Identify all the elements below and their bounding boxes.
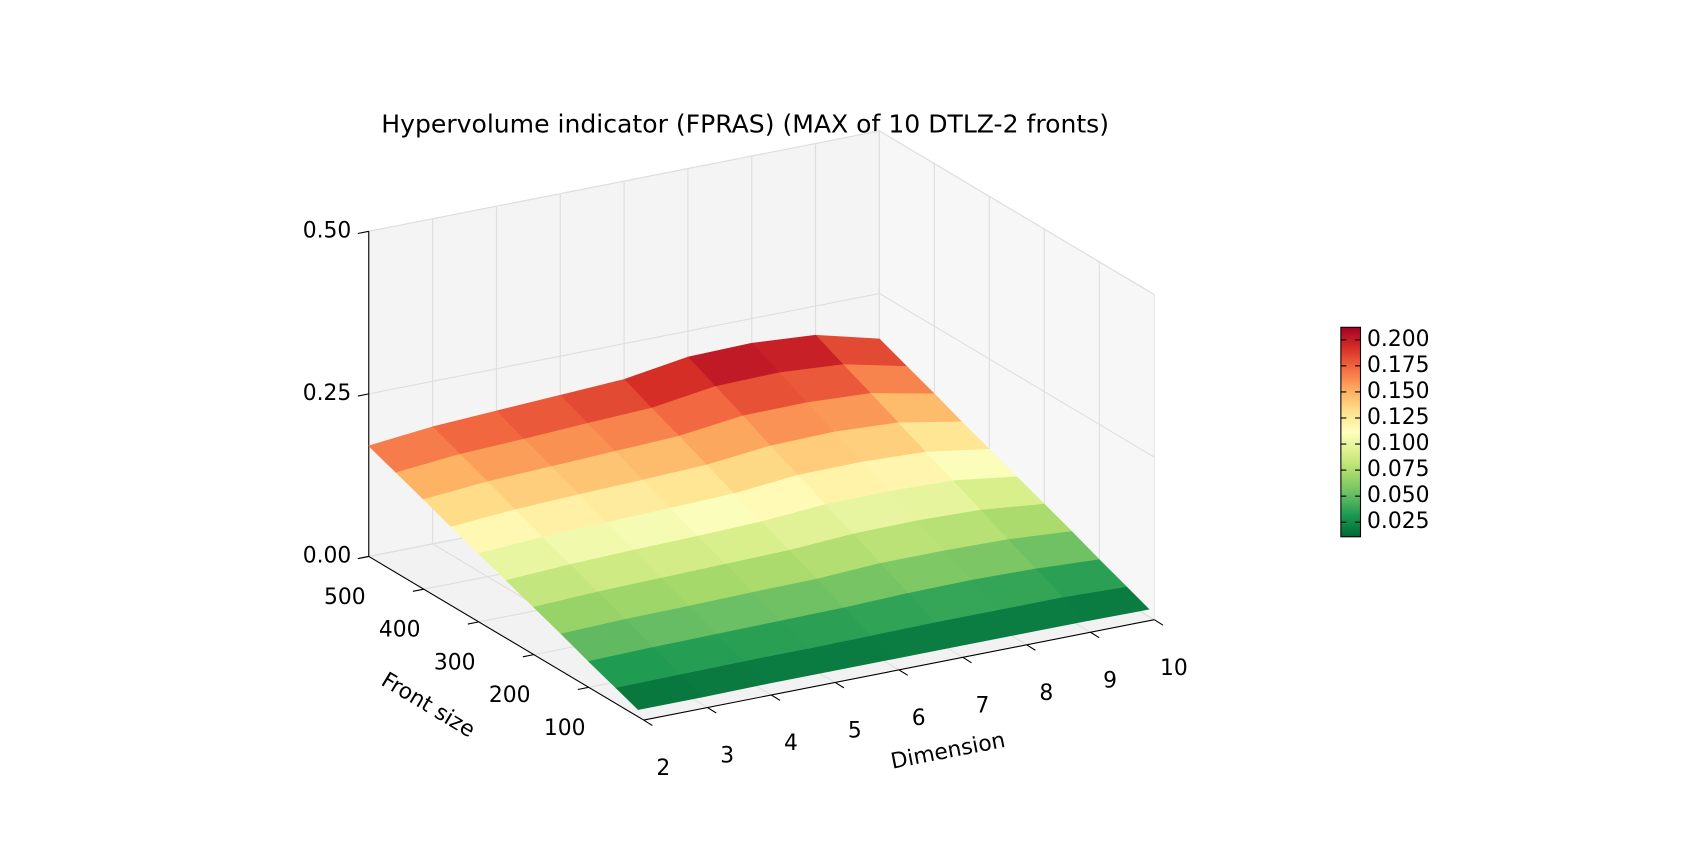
colorbar-tick-label: 0.050	[1367, 483, 1429, 508]
grid-line	[879, 130, 1155, 296]
x-tick-label: 2	[656, 756, 670, 781]
x-tick	[1026, 644, 1036, 651]
y-axis-label: Front size	[377, 668, 479, 743]
x-axis-label: Dimension	[889, 728, 1008, 775]
y-tick-label: 200	[489, 683, 531, 708]
y-tick-label: 500	[324, 585, 366, 610]
axis-line	[643, 619, 1155, 721]
chart-title: Hypervolume indicator (FPRAS) (MAX of 10…	[381, 109, 1109, 138]
x-tick-label: 10	[1160, 656, 1188, 681]
colorbar-tick-label: 0.075	[1367, 457, 1429, 482]
x-tick-label: 5	[848, 719, 862, 744]
y-tick	[522, 654, 534, 658]
grid-line	[368, 292, 880, 395]
z-tick	[357, 555, 369, 560]
grid-line	[879, 293, 1155, 458]
colorbar-tick-label: 0.200	[1367, 327, 1429, 352]
colorbar-tick-label: 0.125	[1367, 405, 1429, 430]
z-tick	[357, 230, 369, 235]
z-tick-label: 0.50	[303, 218, 352, 243]
grid-line	[368, 130, 880, 232]
x-tick	[898, 669, 909, 676]
colorbar	[1340, 326, 1362, 538]
colorbar-tick-label: 0.025	[1367, 509, 1429, 534]
z-tick	[357, 393, 369, 397]
x-tick	[771, 694, 781, 701]
x-tick-label: 4	[784, 731, 798, 756]
x-tick	[1090, 631, 1100, 639]
x-tick	[834, 681, 845, 689]
colorbar-tick-label: 0.175	[1367, 353, 1429, 378]
x-tick-label: 3	[720, 744, 734, 769]
z-tick-label: 0.00	[303, 543, 352, 568]
z-tick-label: 0.25	[303, 381, 352, 406]
x-tick	[707, 707, 717, 714]
y-tick-label: 100	[544, 716, 586, 741]
y-tick-label: 300	[434, 650, 476, 675]
x-tick	[1154, 619, 1164, 626]
colorbar-tick-label: 0.150	[1367, 379, 1429, 404]
y-tick-label: 400	[379, 618, 421, 643]
y-tick	[467, 621, 479, 625]
x-tick-label: 7	[976, 693, 990, 718]
axis-line	[368, 555, 644, 721]
colorbar-tick-label: 0.100	[1367, 431, 1429, 456]
x-tick-label: 8	[1039, 681, 1053, 706]
x-tick	[962, 656, 972, 664]
y-tick	[412, 588, 424, 592]
x-tick-label: 9	[1103, 668, 1117, 693]
x-tick-label: 6	[912, 706, 926, 731]
x-tick	[643, 719, 653, 726]
y-tick	[577, 686, 589, 691]
surface-patch	[615, 674, 703, 710]
